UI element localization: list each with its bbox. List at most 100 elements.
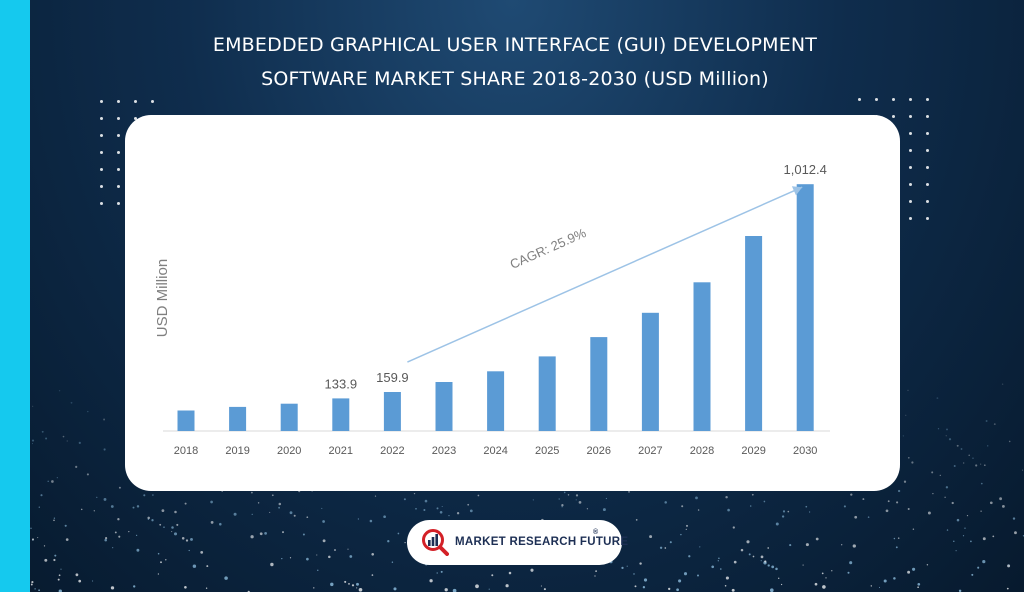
particle <box>344 580 347 583</box>
decorative-dot <box>909 132 912 135</box>
particle <box>369 519 373 523</box>
particle <box>530 568 534 572</box>
particle <box>357 518 360 520</box>
particle <box>151 519 154 522</box>
particle <box>436 572 438 574</box>
particle <box>775 522 779 526</box>
particle <box>711 565 715 569</box>
particle <box>429 579 433 583</box>
particle <box>66 440 68 442</box>
particle <box>775 567 778 571</box>
particle <box>903 480 907 483</box>
particle <box>985 420 988 422</box>
decorative-dot <box>100 185 103 188</box>
particle <box>867 516 870 518</box>
decorative-dot <box>909 200 912 203</box>
particle <box>358 587 363 592</box>
particle <box>32 405 34 407</box>
particle <box>210 521 214 524</box>
data-label-2021: 133.9 <box>325 376 358 391</box>
particle <box>917 586 919 589</box>
particle <box>945 486 949 489</box>
particle <box>190 537 193 541</box>
particle <box>53 558 56 562</box>
particle <box>821 572 824 575</box>
particle <box>854 515 858 519</box>
particle <box>181 537 185 540</box>
particle <box>808 511 811 513</box>
particle <box>825 577 827 579</box>
particle <box>932 492 934 495</box>
particle <box>171 531 173 533</box>
particle <box>643 578 648 582</box>
particle <box>128 531 130 533</box>
particle <box>778 577 780 579</box>
particle <box>717 560 719 562</box>
particle <box>93 510 95 512</box>
particle <box>731 588 735 592</box>
particle <box>767 564 770 567</box>
particle <box>440 570 443 573</box>
particle <box>110 586 115 590</box>
particle <box>970 540 972 543</box>
particle <box>852 544 856 548</box>
particle <box>439 510 443 514</box>
chart-card: 2018 2019 2020 2021 2022 2023 2024 2025 2026 2027… <box>125 115 900 491</box>
particle <box>893 577 896 580</box>
particle <box>678 579 682 583</box>
particle <box>724 585 727 587</box>
particle <box>188 549 190 552</box>
particle <box>456 512 460 515</box>
particle <box>602 508 606 512</box>
particle <box>567 494 570 496</box>
particle <box>897 537 900 539</box>
particle <box>114 531 117 534</box>
particle <box>80 508 83 511</box>
particle <box>37 537 39 539</box>
bar-2022 <box>383 392 401 431</box>
decorative-dot <box>134 100 137 103</box>
particle <box>397 532 400 535</box>
particle <box>306 557 309 561</box>
particle <box>633 573 635 575</box>
decorative-dot <box>926 200 929 203</box>
particle <box>980 463 982 465</box>
particle <box>322 520 325 523</box>
particle <box>760 560 762 562</box>
particle <box>680 533 682 536</box>
bar-chart: 2018 2019 2020 2021 2022 2023 2024 2025 2026 2027… <box>154 162 830 457</box>
decorative-dot <box>926 149 929 152</box>
particle <box>347 548 349 550</box>
particle <box>781 515 785 518</box>
particle <box>767 547 770 549</box>
decorative-dot <box>909 115 912 118</box>
particle <box>269 511 271 513</box>
decorative-dot <box>117 185 120 188</box>
particle <box>780 583 783 586</box>
particle <box>1012 517 1016 520</box>
particle <box>748 553 751 556</box>
particle <box>348 583 350 585</box>
particle <box>628 491 630 493</box>
particle <box>944 496 946 498</box>
particle <box>659 546 663 549</box>
particle <box>945 435 947 437</box>
particle <box>605 497 607 500</box>
particle <box>626 565 628 567</box>
particle <box>992 535 995 538</box>
particle <box>936 397 939 399</box>
particle <box>805 505 808 508</box>
particle <box>206 565 209 568</box>
particle <box>334 549 336 551</box>
particle <box>136 548 140 552</box>
decorative-dot <box>100 202 103 205</box>
particle <box>289 511 293 515</box>
particle <box>157 552 160 555</box>
particle <box>423 508 426 512</box>
particle <box>192 564 197 568</box>
particle <box>964 527 966 529</box>
particle <box>184 586 187 589</box>
particle <box>850 493 853 496</box>
particle <box>1008 440 1011 443</box>
particle <box>31 439 35 442</box>
